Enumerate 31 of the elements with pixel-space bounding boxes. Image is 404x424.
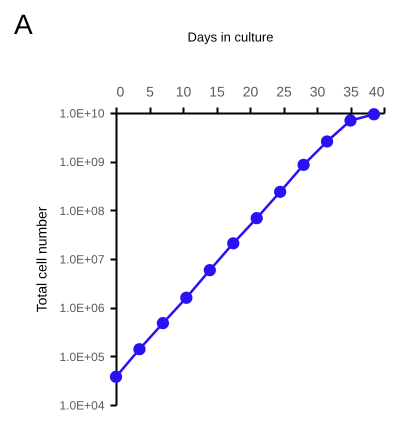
x-tick-label: 10: [176, 84, 192, 100]
x-tick-label: 5: [146, 84, 154, 100]
x-tick-label: 15: [209, 84, 225, 100]
x-tick-label: 40: [368, 84, 385, 100]
point: [274, 186, 286, 198]
point: [297, 158, 310, 171]
x-tick-label: 30: [310, 84, 326, 100]
y-tick-label: 1.0E+04: [59, 398, 105, 412]
x-tick-label: 25: [276, 84, 292, 100]
x-axis-title: Days in culture: [188, 30, 274, 44]
x-tick-label: 0: [116, 84, 124, 100]
point: [110, 370, 122, 383]
x-tick-label: 20: [242, 84, 258, 100]
y-tick-label: 1.0E+05: [59, 350, 105, 364]
y-tick-label: 1.0E+08: [59, 204, 105, 218]
point: [320, 135, 334, 148]
point: [227, 237, 240, 250]
y-tick-label: 1.0E+10: [59, 106, 105, 120]
point: [250, 212, 263, 224]
x-tick-label: 35: [343, 84, 359, 100]
point: [156, 317, 170, 330]
point: [180, 292, 192, 304]
y-tick-label: 1.0E+06: [59, 301, 105, 316]
point: [204, 264, 216, 276]
y-axis-title: Total cell number: [33, 206, 50, 312]
y-tick-label: 1.0E+07: [59, 252, 105, 266]
y-tick-label: 1.0E+09: [59, 155, 105, 170]
chart-title: A: [14, 9, 33, 40]
point: [368, 108, 380, 120]
point: [344, 114, 357, 127]
point: [133, 343, 146, 356]
